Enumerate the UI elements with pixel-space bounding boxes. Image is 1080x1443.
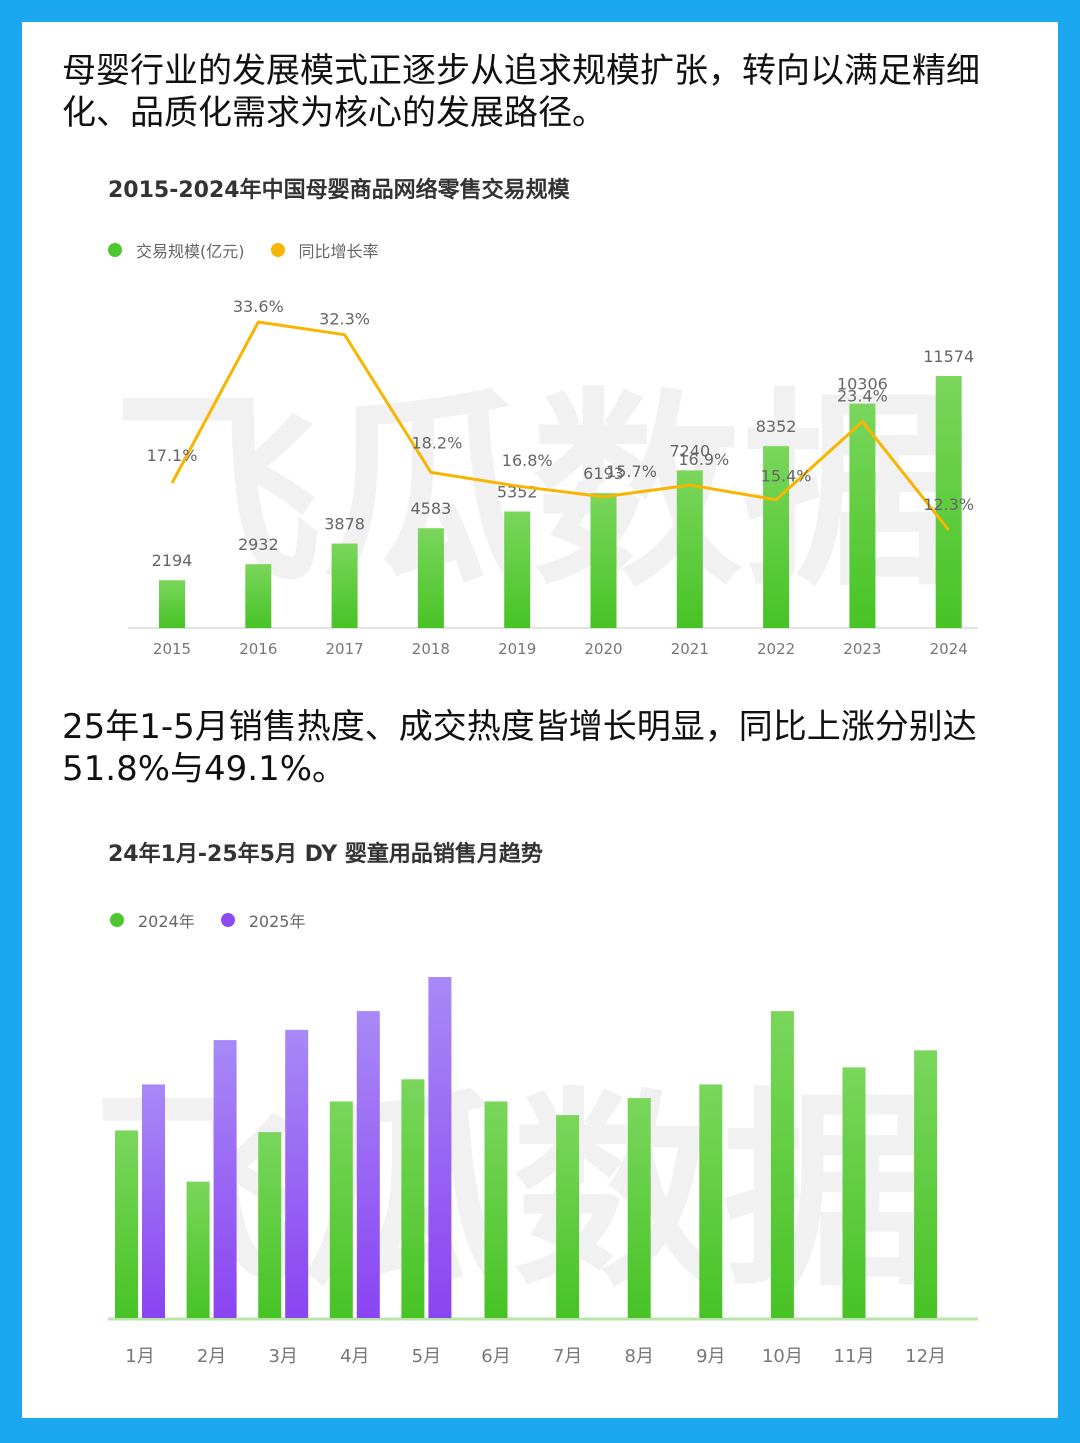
- chart1-bar-label-2022: 8352: [756, 417, 797, 436]
- chart2-bar-2024-9月: [699, 1084, 723, 1318]
- purple-dot-icon: [220, 913, 235, 927]
- chart1-bar-label-2016: 2932: [238, 535, 279, 554]
- chart1-rate-label-2015: 17.1%: [147, 446, 198, 465]
- chart1-bar-2024: [935, 376, 962, 628]
- chart2-tick-1月: 1月: [125, 1346, 154, 1367]
- chart1-growth-line: [170, 320, 950, 531]
- chart1-tick-2018: 2018: [412, 640, 450, 658]
- chart1-tick-2019: 2019: [498, 640, 536, 658]
- chart1-bar-2021: [676, 470, 703, 628]
- chart2-tick-8月: 8月: [624, 1346, 653, 1367]
- chart2-bar-2025-1月: [142, 1084, 165, 1318]
- green-dot-icon: [110, 913, 124, 927]
- legend-label-2025: 2025年: [248, 912, 306, 931]
- chart2-tick-3月: 3月: [268, 1346, 297, 1367]
- content-card: 飞瓜数据 飞瓜数据 母婴行业的发展模式正逐步从追求规模扩张，转向以满足精细化、品…: [22, 22, 1058, 1418]
- chart1-tick-2023: 2023: [843, 640, 881, 658]
- headline-sales-growth: 25年1-5月销售热度、成交热度皆增长明显，同比上涨分别达51.8%与49.1%…: [62, 707, 977, 789]
- legend-label-bar: 交易规模(亿元): [136, 242, 245, 261]
- chart1-tick-2016: 2016: [239, 640, 277, 658]
- chart1-bar-2018: [417, 528, 444, 628]
- chart2-tick-12月: 12月: [905, 1346, 946, 1367]
- chart2-tick-6月: 6月: [481, 1346, 510, 1367]
- chart1-tick-2024: 2024: [930, 640, 968, 658]
- chart1-bar-label-2020: 6193: [583, 464, 624, 483]
- chart1-bar-label-2015: 2194: [152, 551, 193, 570]
- chart2-tick-11月: 11月: [834, 1346, 875, 1367]
- chart2-bar-2024-3月: [258, 1132, 282, 1318]
- chart1-bar-2023: [849, 403, 876, 628]
- chart1-bar-2016: [245, 564, 272, 628]
- chart2-bar-2024-11月: [842, 1067, 866, 1318]
- charts-canvas: 2194201529322016387820174583201853522019…: [108, 297, 978, 1367]
- chart1-rate-label-2024: 12.3%: [923, 495, 974, 514]
- chart1-title: 2015-2024年中国母婴商品网络零售交易规模: [108, 178, 570, 203]
- chart1-bar-2017: [331, 543, 358, 628]
- legend-item-2024: 2024年: [110, 908, 195, 932]
- chart1-tick-2022: 2022: [757, 640, 795, 658]
- chart1-bar-label-2023: 10306: [837, 375, 888, 394]
- chart2-bar-2025-2月: [213, 1040, 237, 1318]
- chart2-bar-2025-5月: [428, 977, 452, 1318]
- chart1-bar-2020: [590, 493, 617, 628]
- chart2-legend: 2024年 2025年: [110, 908, 331, 932]
- chart1-rate-label-2021: 16.9%: [678, 450, 729, 469]
- chart2-tick-5月: 5月: [412, 1346, 441, 1367]
- chart2-bar-2024-6月: [484, 1101, 508, 1318]
- chart1-bar-2019: [504, 511, 531, 628]
- chart2-bar-2024-4月: [329, 1101, 353, 1318]
- chart2-bar-2024-10月: [770, 1011, 794, 1318]
- chart1-tick-2015: 2015: [153, 640, 191, 658]
- legend-item-bar: 交易规模(亿元): [108, 238, 245, 262]
- chart2-tick-10月: 10月: [762, 1346, 803, 1367]
- chart1-rate-label-2023: 23.4%: [837, 387, 888, 406]
- chart1-rate-label-2020: 15.7%: [606, 462, 657, 481]
- chart1-bar-label-2018: 4583: [411, 499, 452, 518]
- legend-label-line: 同比增长率: [298, 242, 379, 261]
- chart2-bar-2024-2月: [186, 1181, 210, 1318]
- chart1-rate-label-2022: 15.4%: [761, 467, 812, 486]
- chart2-bar-2024-7月: [556, 1115, 580, 1318]
- corner-badge: [996, 1388, 1040, 1408]
- chart1-bar-2022: [763, 446, 790, 628]
- chart2-bar-2025-4月: [356, 1011, 380, 1318]
- chart1-rate-label-2017: 32.3%: [319, 310, 370, 329]
- legend-label-2024: 2024年: [138, 912, 195, 931]
- green-dot-icon: [108, 243, 122, 257]
- chart1-bar-label-2024: 11574: [923, 347, 974, 366]
- chart2-tick-2月: 2月: [197, 1346, 226, 1367]
- legend-item-2025: 2025年: [220, 908, 306, 932]
- chart2-title: 24年1月-25年5月 DY 婴童用品销售月趋势: [108, 842, 543, 867]
- chart2-bar-2024-1月: [115, 1130, 138, 1318]
- legend-item-line: 同比增长率: [270, 238, 379, 262]
- chart1-bar-label-2017: 3878: [324, 515, 365, 534]
- chart2-tick-4月: 4月: [340, 1346, 369, 1367]
- chart2-bar-2024-5月: [401, 1079, 425, 1318]
- chart1-rate-label-2016: 33.6%: [233, 297, 284, 316]
- chart1-tick-2020: 2020: [584, 640, 622, 658]
- chart1-legend: 交易规模(亿元) 同比增长率: [108, 238, 405, 262]
- chart1-tick-2017: 2017: [326, 640, 364, 658]
- chart1-bar-2015: [159, 580, 185, 628]
- chart2-tick-9月: 9月: [696, 1346, 725, 1367]
- orange-dot-icon: [270, 243, 285, 257]
- chart2-bar-2024-8月: [627, 1098, 651, 1318]
- chart1-rate-label-2018: 18.2%: [411, 433, 462, 452]
- chart2-bar-2025-3月: [285, 1029, 309, 1318]
- chart1-rate-label-2019: 16.8%: [502, 451, 553, 470]
- headline-industry-shift: 母婴行业的发展模式正逐步从追求规模扩张，转向以满足精细化、品质化需求为核心的发展…: [62, 51, 980, 133]
- chart1-tick-2021: 2021: [671, 640, 709, 658]
- chart2-bar-2024-12月: [914, 1050, 938, 1318]
- chart1-bar-label-2021: 7240: [669, 441, 710, 460]
- chart2-tick-7月: 7月: [553, 1346, 582, 1367]
